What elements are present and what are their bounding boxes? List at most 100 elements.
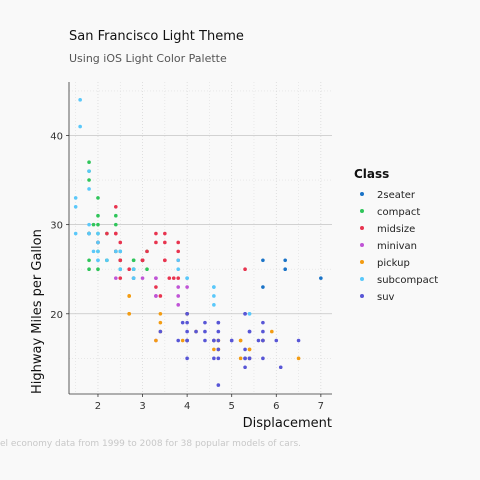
chart-caption: el economy data from 1999 to 2008 for 38… [0, 439, 301, 449]
point-compact [96, 267, 100, 272]
point-subcompact [78, 124, 82, 129]
point-subcompact [91, 249, 96, 254]
point-2seater [261, 258, 265, 263]
point-pickup [127, 294, 131, 298]
point-subcompact [87, 222, 91, 227]
point-subcompact [176, 258, 181, 263]
point-suv [203, 338, 207, 343]
x-axis-title: Displacement [243, 416, 332, 431]
point-compact [87, 258, 91, 263]
point-midsize [163, 258, 167, 263]
point-subcompact [96, 258, 100, 263]
point-subcompact [118, 249, 123, 254]
point-compact [114, 222, 118, 227]
point-compact [87, 178, 91, 182]
point-subcompact [87, 231, 91, 236]
point-suv [261, 329, 265, 334]
legend-swatch-compact [360, 209, 364, 213]
point-pickup [296, 356, 301, 361]
point-compact [96, 196, 100, 200]
point-suv [216, 347, 221, 352]
point-midsize [176, 249, 181, 254]
y-tick-label: 40 [50, 131, 63, 142]
legend-label-compact: compact [377, 207, 420, 218]
point-compact [131, 258, 136, 263]
point-pickup [238, 356, 243, 361]
point-midsize [158, 294, 163, 298]
point-pickup [127, 311, 131, 316]
point-suv [158, 329, 163, 334]
point-midsize [118, 258, 123, 263]
point-2seater [283, 267, 287, 272]
point-suv [180, 320, 185, 325]
point-subcompact [212, 285, 216, 289]
legend-swatch-suv [360, 294, 364, 298]
point-compact [145, 267, 149, 272]
x-tick-label: 4 [184, 401, 190, 412]
point-subcompact [131, 276, 136, 280]
point-midsize [154, 285, 158, 289]
point-pickup [158, 320, 163, 325]
legend-swatch-pickup [360, 260, 364, 264]
y-tick-label: 20 [50, 310, 63, 321]
point-minivan [154, 276, 158, 280]
point-midsize [176, 240, 181, 245]
point-suv [216, 320, 221, 325]
legend-swatch-2seater [360, 192, 364, 196]
point-suv [203, 320, 207, 325]
point-suv [261, 320, 265, 325]
point-subcompact [73, 231, 78, 236]
legend-label-midsize: midsize [377, 224, 415, 235]
x-tick-label: 6 [273, 401, 279, 412]
point-compact [87, 267, 91, 272]
point-midsize [163, 231, 167, 236]
legend-label-2seater: 2seater [377, 190, 416, 201]
chart-title: San Francisco Light Theme [69, 29, 244, 44]
point-midsize [171, 276, 176, 280]
point-minivan [185, 285, 189, 289]
point-suv [216, 329, 221, 334]
legend-label-subcompact: subcompact [377, 275, 438, 286]
point-suv [243, 365, 247, 370]
point-minivan [140, 276, 145, 280]
legend-label-suv: suv [377, 292, 395, 303]
point-compact [114, 213, 118, 218]
point-midsize [105, 231, 109, 236]
point-pickup [238, 338, 243, 343]
point-compact [96, 213, 100, 218]
point-suv [247, 329, 252, 334]
point-subcompact [96, 249, 100, 254]
point-suv [247, 356, 252, 361]
point-subcompact [78, 98, 82, 102]
point-pickup [270, 329, 274, 334]
legend: Class 2seater compact midsize minivan pickup… [354, 167, 438, 303]
point-suv [261, 338, 265, 343]
point-minivan [176, 303, 181, 307]
legend-swatch-minivan [360, 243, 364, 247]
point-suv [274, 338, 279, 343]
point-suv [194, 329, 198, 334]
point-suv [212, 356, 216, 361]
point-pickup [154, 338, 158, 343]
point-subcompact [176, 267, 181, 272]
point-suv [243, 347, 247, 352]
point-subcompact [96, 240, 100, 245]
point-subcompact [105, 258, 109, 263]
point-suv [261, 356, 265, 361]
point-midsize [145, 249, 149, 254]
legend-label-minivan: minivan [377, 241, 417, 252]
point-suv [203, 329, 207, 334]
point-pickup [180, 338, 185, 343]
point-suv [176, 338, 181, 343]
point-suv [278, 365, 283, 370]
point-suv [185, 356, 189, 361]
point-suv [185, 311, 189, 316]
point-suv [229, 338, 234, 343]
point-suv [216, 383, 221, 387]
point-subcompact [118, 267, 123, 272]
point-midsize [127, 267, 131, 272]
point-midsize [140, 258, 145, 263]
point-compact [96, 222, 100, 227]
point-midsize [114, 205, 118, 209]
